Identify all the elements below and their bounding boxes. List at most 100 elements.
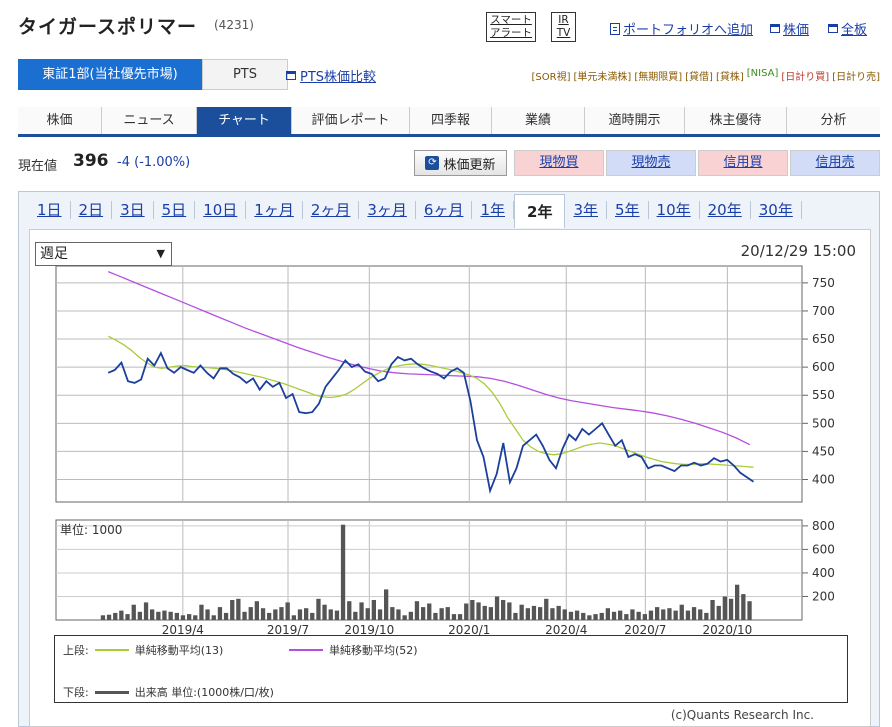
volume-bar-19 (217, 607, 223, 620)
volume-bar-64 (494, 596, 500, 620)
period-tab-12[interactable]: 5年 (607, 201, 649, 219)
refresh-price-button[interactable]: ⟳ 株価更新 (414, 150, 507, 176)
price-chart: 400 450 500 550 600 650 700 750 200 400 600 800 単位: … (55, 265, 835, 637)
volume-bar-97 (698, 609, 703, 620)
legend-upper-label: 上段: (63, 644, 89, 657)
tag-unlimited-buy: [無期限買] (634, 72, 683, 83)
period-tab-9[interactable]: 1年 (472, 201, 515, 219)
volume-bar-61 (476, 602, 481, 620)
volume-bar-36 (322, 604, 327, 620)
volume-bar-21 (230, 600, 235, 620)
nav-shikiho[interactable]: 四季報 (410, 107, 492, 134)
nav-results[interactable]: 業績 (492, 107, 585, 134)
period-tab-3[interactable]: 5日 (154, 201, 196, 219)
period-tab-7[interactable]: 3ヶ月 (359, 201, 416, 219)
market-tab-tse[interactable]: 東証1部(当社優先市場) (18, 59, 202, 90)
legend-ma52-swatch (289, 649, 323, 651)
period-tab-6[interactable]: 2ヶ月 (303, 201, 360, 219)
stock-code: (4231) (214, 18, 254, 32)
volume-bar-94 (679, 604, 684, 620)
volume-bar-76 (568, 611, 574, 620)
vol-y-tick-label-0: 200 (812, 589, 835, 603)
volume-bar-96 (691, 607, 697, 620)
ma52-line (107, 270, 751, 446)
ir-tv-button[interactable]: IR TV (551, 12, 576, 42)
y-tick-label-5: 650 (812, 332, 835, 346)
x-tick-label-2: 2019/10 (344, 623, 394, 637)
x-tick-label-3: 2020/1 (448, 623, 490, 637)
y-tick-label-2: 500 (812, 416, 835, 430)
volume-bar-83 (611, 611, 617, 620)
period-tab-1[interactable]: 2日 (71, 201, 113, 219)
buy-spot-button[interactable]: 現物買 (514, 150, 604, 176)
add-portfolio-label: ポートフォリオへ追加 (623, 23, 754, 38)
volume-bar-58 (457, 614, 463, 620)
volume-bar-16 (199, 604, 204, 620)
volume-bar-53 (427, 603, 432, 620)
market-tab-pts[interactable]: PTS (202, 59, 288, 90)
period-tab-0[interactable]: 1日 (29, 201, 71, 219)
nav-price[interactable]: 株価 (18, 107, 102, 134)
volume-bar-74 (556, 605, 561, 620)
tag-daytrade-sell: [日計り売] (832, 72, 880, 83)
volume-bar-12 (174, 612, 179, 620)
vol-y-tick-label-3: 800 (812, 519, 835, 533)
main-nav: 株価 ニュース チャート 評価レポート 四季報 業績 適時開示 株主優待 分析 (18, 107, 880, 137)
market-row: 東証1部(当社優先市場) PTS PTS株価比較 [SOR視] [単元未満株] … (18, 59, 880, 91)
volume-bar-103 (735, 584, 740, 620)
period-tab-14[interactable]: 20年 (700, 201, 751, 219)
period-tab-10[interactable]: 2年 (514, 194, 566, 228)
vol-y-tick-label-1: 400 (812, 566, 835, 580)
volume-bar-63 (488, 607, 493, 620)
tag-odd-lot: [単元未満株] (573, 72, 632, 83)
tag-sor: [SOR視] (531, 72, 571, 83)
period-tab-13[interactable]: 10年 (649, 201, 700, 219)
nav-chart[interactable]: チャート (197, 107, 292, 134)
volume-bar-55 (439, 608, 444, 620)
volume-bar-66 (507, 602, 512, 620)
trade-tags: [SOR視] [単元未満株] [無期限買] [貸借] [貸株] [NISA] [… (532, 68, 880, 83)
nav-disclosure[interactable]: 適時開示 (585, 107, 685, 134)
volume-bar-3 (119, 610, 124, 620)
volume-bar-85 (624, 614, 629, 620)
volume-bar-17 (205, 609, 210, 620)
volume-bar-20 (223, 612, 229, 620)
volume-bar-95 (685, 610, 691, 620)
period-tab-2[interactable]: 3日 (112, 201, 154, 219)
volume-bar-24 (248, 607, 253, 620)
volume-bar-101 (722, 596, 727, 620)
nav-report[interactable]: 評価レポート (292, 107, 410, 134)
volume-bar-84 (618, 610, 623, 620)
legend-volume: 出来高 単位:(1000株/口/枚) (134, 686, 274, 699)
volume-bar-88 (642, 614, 647, 620)
volume-bar-44 (371, 600, 376, 620)
volume-bar-93 (673, 610, 678, 620)
sell-spot-button[interactable]: 現物売 (606, 150, 696, 176)
add-portfolio-link[interactable]: ポートフォリオへ追加 (610, 19, 753, 38)
period-tab-11[interactable]: 3年 (565, 201, 607, 219)
x-tick-label-5: 2020/7 (624, 623, 666, 637)
x-tick-label-6: 2020/10 (702, 623, 752, 637)
smart-alert-button[interactable]: スマート アラート (486, 12, 536, 42)
volume-bar-14 (187, 614, 192, 620)
volume-bar-77 (574, 610, 580, 620)
buy-margin-button[interactable]: 信用買 (698, 150, 788, 176)
interval-select[interactable]: 週足 ▼ (35, 242, 172, 266)
nav-news[interactable]: ニュース (102, 107, 197, 134)
volume-bar-98 (704, 612, 709, 620)
volume-bar-67 (513, 612, 518, 620)
volume-bar-69 (525, 608, 530, 620)
nav-benefits[interactable]: 株主優待 (685, 107, 787, 134)
volume-bar-32 (297, 609, 303, 620)
period-tab-8[interactable]: 6ヶ月 (416, 201, 473, 219)
period-tab-5[interactable]: 1ヶ月 (246, 201, 303, 219)
nav-analysis[interactable]: 分析 (787, 107, 880, 134)
price-link[interactable]: 株価 (770, 19, 809, 38)
volume-bar-65 (501, 600, 506, 620)
period-tab-15[interactable]: 30年 (751, 201, 802, 219)
volume-bar-34 (310, 612, 315, 620)
full-board-link[interactable]: 全板 (828, 19, 867, 38)
period-tab-4[interactable]: 10日 (195, 201, 247, 219)
pts-compare-link[interactable]: PTS株価比較 (286, 66, 376, 85)
sell-margin-button[interactable]: 信用売 (790, 150, 880, 176)
